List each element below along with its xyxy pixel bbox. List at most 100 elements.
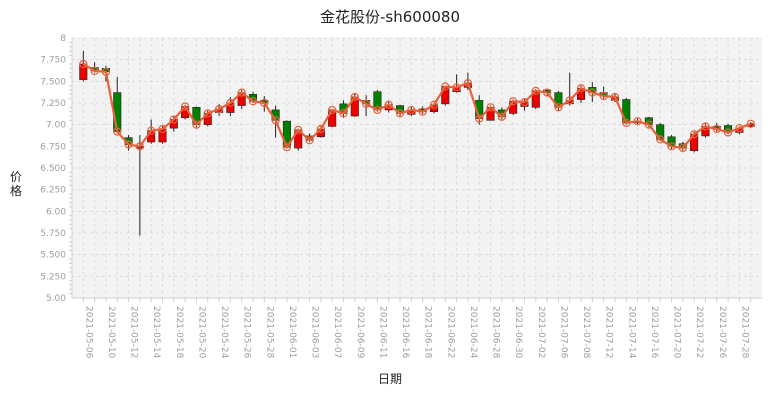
close-point bbox=[690, 130, 699, 139]
x-tick-label: 2021-05-12 bbox=[129, 306, 139, 358]
close-point bbox=[373, 105, 382, 115]
y-tick-label: 7.00 bbox=[46, 121, 66, 131]
close-point bbox=[441, 82, 450, 91]
x-tick-label: 2021-07-06 bbox=[558, 306, 568, 359]
y-tick-label: 6.750 bbox=[40, 142, 66, 152]
x-tick-label: 2021-06-11 bbox=[377, 306, 387, 358]
x-tick-label: 2021-06-01 bbox=[287, 306, 297, 358]
close-point bbox=[656, 135, 665, 144]
x-tick-label: 2021-05-06 bbox=[83, 306, 93, 359]
close-point bbox=[79, 59, 88, 69]
y-tick-label: 7.500 bbox=[40, 77, 66, 87]
close-point bbox=[395, 109, 405, 118]
x-tick-label: 2021-06-03 bbox=[310, 306, 320, 358]
close-point bbox=[667, 142, 676, 151]
x-tick-label: 2021-07-14 bbox=[626, 306, 636, 359]
y-axis-label: 价格 bbox=[10, 170, 23, 198]
y-tick-label: 5.750 bbox=[40, 229, 66, 239]
close-point bbox=[429, 100, 439, 109]
x-tick-label: 2021-05-28 bbox=[264, 306, 274, 359]
close-point bbox=[384, 100, 393, 109]
close-point bbox=[113, 127, 122, 136]
close-point bbox=[486, 103, 495, 112]
x-tick-label: 2021-07-22 bbox=[694, 306, 704, 358]
close-point bbox=[463, 78, 473, 88]
close-point bbox=[576, 84, 586, 93]
x-tick-label: 2021-06-07 bbox=[332, 306, 342, 358]
y-tick-label: 5.500 bbox=[40, 251, 66, 261]
close-point bbox=[305, 136, 314, 145]
x-tick-label: 2021-07-02 bbox=[536, 306, 546, 358]
close-point bbox=[158, 124, 167, 134]
x-tick-label: 2021-06-18 bbox=[423, 306, 433, 359]
y-tick-label: 5.250 bbox=[40, 272, 66, 282]
close-point bbox=[475, 114, 484, 123]
close-point bbox=[610, 92, 620, 102]
close-point bbox=[237, 88, 246, 97]
close-point bbox=[735, 124, 744, 133]
close-point bbox=[565, 96, 574, 105]
x-tick-label: 2021-07-16 bbox=[649, 306, 659, 359]
close-point bbox=[723, 128, 733, 137]
x-tick-label: 2021-05-24 bbox=[219, 306, 229, 359]
close-point bbox=[701, 122, 710, 131]
y-tick-label: 6.250 bbox=[40, 186, 66, 196]
chart-title: 金花股份-sh600080 bbox=[320, 8, 460, 26]
x-tick-label: 2021-05-10 bbox=[106, 306, 116, 359]
x-tick-label: 2021-05-14 bbox=[151, 306, 161, 359]
close-point bbox=[599, 91, 608, 101]
close-point bbox=[531, 86, 540, 95]
x-tick-label: 2021-05-18 bbox=[174, 306, 184, 359]
x-tick-label: 2021-07-28 bbox=[739, 306, 749, 359]
close-point bbox=[328, 105, 337, 115]
close-point bbox=[418, 107, 427, 116]
y-tick-label: 7.750 bbox=[40, 56, 66, 66]
x-axis-ticks: 2021-05-06 2021-05-10 2021-05-12 2021-05-14… bbox=[72, 297, 762, 359]
close-point bbox=[203, 109, 212, 118]
close-point bbox=[746, 119, 755, 128]
close-point bbox=[282, 143, 292, 152]
y-tick-label: 7.250 bbox=[40, 99, 66, 109]
close-point bbox=[350, 92, 359, 102]
x-tick-label: 2021-07-08 bbox=[581, 306, 591, 359]
close-point bbox=[124, 140, 133, 149]
y-tick-label: 8 bbox=[60, 34, 66, 44]
close-point bbox=[509, 97, 518, 106]
y-tick-label: 6.500 bbox=[40, 164, 66, 174]
close-point bbox=[316, 124, 325, 134]
x-axis-label: 日期 bbox=[377, 372, 402, 386]
close-point bbox=[135, 142, 144, 151]
close-point bbox=[226, 98, 235, 108]
close-point bbox=[678, 143, 687, 153]
close-point bbox=[712, 124, 721, 134]
close-point bbox=[181, 102, 190, 111]
x-tick-label: 2021-07-20 bbox=[672, 306, 682, 359]
close-line bbox=[79, 59, 755, 153]
y-tick-label: 5.00 bbox=[46, 294, 66, 304]
close-point bbox=[633, 117, 642, 126]
close-point bbox=[339, 109, 348, 118]
close-point bbox=[520, 98, 529, 107]
x-tick-label: 2021-06-24 bbox=[468, 306, 478, 359]
close-point bbox=[452, 83, 461, 92]
close-point bbox=[248, 97, 258, 106]
y-tick-label: 6.00 bbox=[46, 207, 66, 217]
close-point bbox=[542, 88, 552, 97]
close-point bbox=[271, 116, 280, 125]
x-tick-label: 2021-07-12 bbox=[604, 306, 614, 358]
x-tick-label: 2021-06-28 bbox=[491, 306, 501, 359]
close-point bbox=[554, 103, 563, 112]
y-axis-ticks: 5.00 5.250 5.500 5.750 6.00 6.250 6.500 6.750 7.… bbox=[40, 34, 73, 304]
x-tick-label: 2021-05-26 bbox=[242, 306, 252, 359]
close-point bbox=[169, 115, 178, 124]
close-point bbox=[147, 126, 156, 135]
x-tick-label: 2021-06-22 bbox=[445, 306, 455, 358]
x-tick-label: 2021-06-09 bbox=[355, 306, 365, 359]
close-point bbox=[294, 125, 303, 134]
x-tick-label: 2021-07-26 bbox=[717, 306, 727, 359]
close-point bbox=[644, 120, 653, 129]
close-point bbox=[260, 98, 269, 108]
close-point bbox=[361, 99, 371, 108]
x-tick-label: 2021-06-30 bbox=[513, 306, 523, 359]
